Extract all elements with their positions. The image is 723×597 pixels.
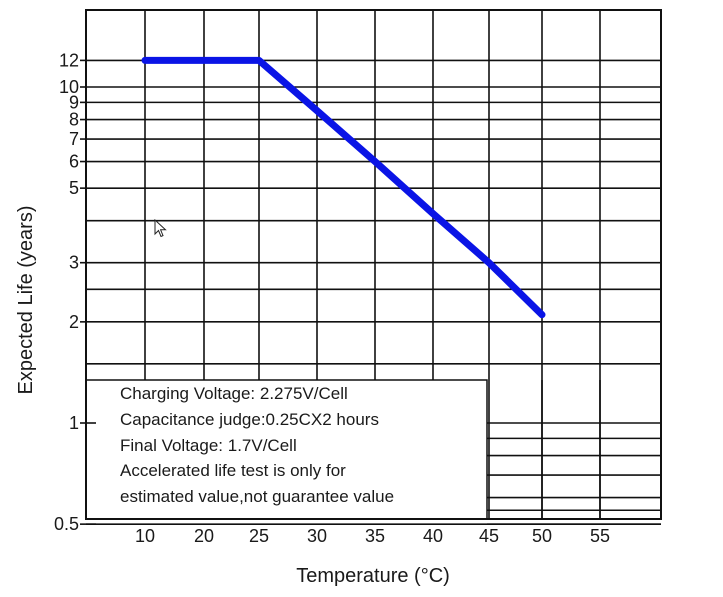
- y-tick-label: 9: [69, 92, 79, 112]
- x-tick-label: 50: [532, 526, 552, 546]
- x-tick-label: 10: [135, 526, 155, 546]
- y-tick-label: 2: [69, 312, 79, 332]
- x-tick-label: 55: [590, 526, 610, 546]
- plot-frame: [85, 9, 662, 520]
- y-tick-label: 5: [69, 178, 79, 198]
- x-axis-label: Temperature (°C): [296, 565, 450, 587]
- y-tick-label: 12: [59, 50, 79, 70]
- series: [141, 56, 546, 319]
- y-tick-label: 3: [69, 253, 79, 273]
- x-tick-label: 40: [423, 526, 443, 546]
- lower-right-grid: [487, 380, 661, 525]
- y-tick-marks: [80, 59, 96, 525]
- y-tick-label: 7: [69, 129, 79, 149]
- y-tick-label: 1: [69, 413, 79, 433]
- y-tick-label: 0.5: [54, 514, 79, 534]
- series-line: [141, 56, 546, 319]
- y-tick-label: 6: [69, 152, 79, 172]
- x-tick-label: 35: [365, 526, 385, 546]
- x-tick-label: 30: [307, 526, 327, 546]
- annotation-line: Accelerated life test is only for: [120, 461, 346, 480]
- y-axis-label: Expected Life (years): [15, 206, 37, 395]
- x-tick-label: 45: [479, 526, 499, 546]
- mouse-cursor-icon: [154, 219, 167, 238]
- annotation-line: Final Voltage: 1.7V/Cell: [120, 436, 297, 455]
- x-tick-label: 25: [249, 526, 269, 546]
- x-tick-labels: 10 20 25 30 35 40 45 50 55: [135, 526, 610, 546]
- y-tick-label: 10: [59, 77, 79, 97]
- annotation-line: Capacitance judge:0.25CX2 hours: [120, 410, 379, 429]
- y-tick-label: 8: [69, 110, 79, 130]
- annotation-line: Charging Voltage: 2.275V/Cell: [120, 384, 348, 403]
- x-tick-label: 20: [194, 526, 214, 546]
- annotation-line: estimated value,not guarantee value: [120, 487, 394, 506]
- annotation-box: [85, 379, 488, 520]
